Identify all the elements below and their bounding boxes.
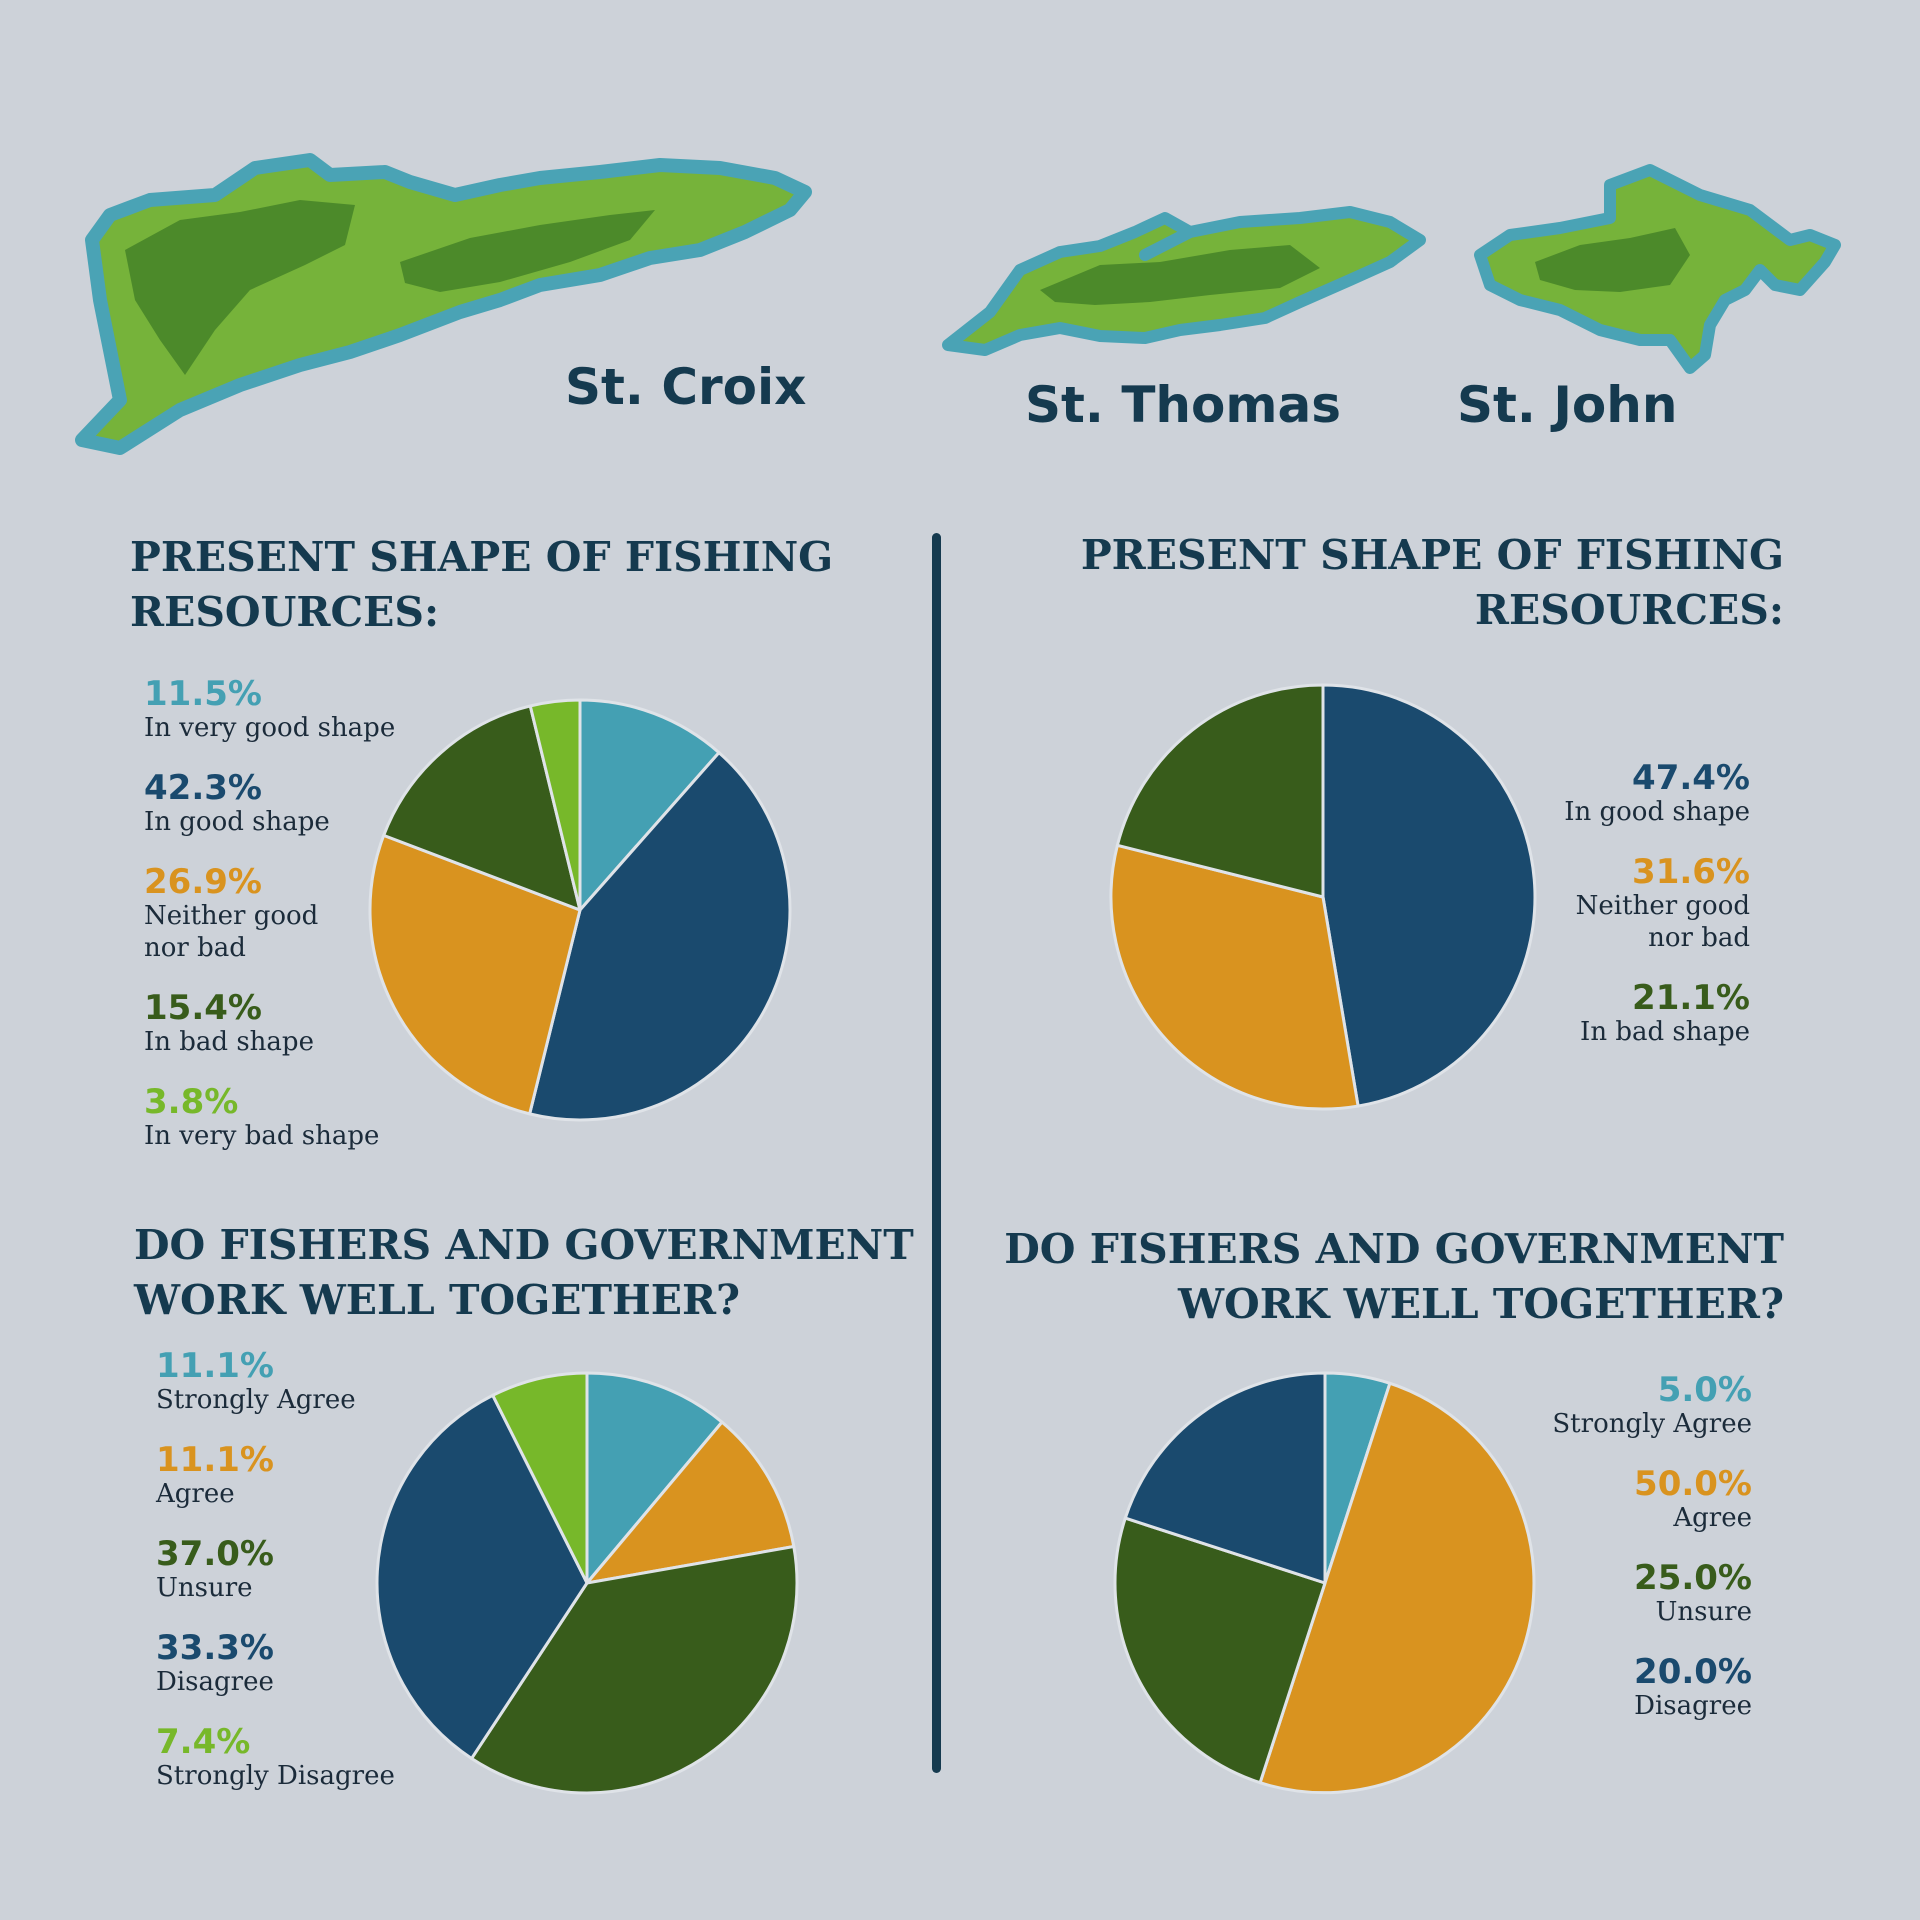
legend-item: 5.0% Strongly Agree: [1552, 1372, 1752, 1440]
st-thomas-label: St. Thomas: [1025, 376, 1341, 434]
chart-title-st-croix-cooperation: DO FISHERS AND GOVERNMENT WORK WELL TOGE…: [134, 1218, 914, 1328]
legend-item: 50.0% Agree: [1552, 1466, 1752, 1534]
pie-slice: [585, 1420, 796, 1585]
legend-label: In very bad shape: [144, 1121, 380, 1151]
legend-item: 11.5% In very good shape: [144, 676, 395, 744]
legend-item: 42.3% In good shape: [144, 770, 395, 838]
legend-percent: 5.0%: [1657, 1370, 1752, 1410]
pie-slice: [1123, 1371, 1327, 1585]
pie-slice: [1321, 683, 1537, 1108]
pie-slice: [491, 1371, 589, 1585]
legend-st-thomas-john-cooperation: 5.0% Strongly Agree 50.0% Agree 25.0% Unsure 2…: [1552, 1372, 1752, 1748]
pie-slice: [1115, 683, 1325, 899]
legend-item: 47.4% In good shape: [1564, 760, 1750, 828]
legend-label: In bad shape: [1580, 1017, 1750, 1047]
title-line: WORK WELL TOGETHER?: [1177, 1280, 1784, 1328]
st-croix-label: St. Croix: [565, 358, 807, 416]
legend-percent: 20.0%: [1634, 1652, 1752, 1692]
legend-label: In bad shape: [144, 1027, 314, 1057]
legend-item: 15.4% In bad shape: [144, 990, 395, 1058]
legend-percent: 15.4%: [144, 988, 262, 1028]
st-croix-map: [75, 153, 812, 455]
legend-label: Unsure: [156, 1573, 253, 1603]
legend-item: 26.9% Neither good nor bad: [144, 864, 395, 964]
legend-item: 31.6% Neither good nor bad: [1564, 854, 1750, 954]
legend-item: 37.0% Unsure: [156, 1536, 395, 1604]
title-line: PRESENT SHAPE OF FISHING: [130, 533, 834, 581]
pie-slice: [470, 1545, 799, 1795]
pie-slice: [528, 751, 792, 1122]
pie-slice: [1258, 1381, 1536, 1795]
column-divider: [932, 533, 941, 1773]
legend-st-croix-resources: 11.5% In very good shape 42.3% In good shap…: [144, 676, 395, 1178]
legend-percent: 11.1%: [156, 1346, 274, 1386]
pie-slice: [1109, 843, 1360, 1111]
legend-item: 21.1% In bad shape: [1564, 980, 1750, 1048]
legend-percent: 50.0%: [1634, 1464, 1752, 1504]
legend-label: In good shape: [144, 807, 330, 837]
legend-percent: 47.4%: [1632, 758, 1750, 798]
legend-label: Strongly Disagree: [156, 1761, 395, 1791]
islands-map: [75, 153, 1841, 455]
legend-label: Agree: [156, 1479, 235, 1509]
legend-label: Strongly Agree: [1552, 1409, 1752, 1439]
legend-percent: 31.6%: [1632, 852, 1750, 892]
chart-title-st-thomas-john-cooperation: DO FISHERS AND GOVERNMENT WORK WELL TOGE…: [1004, 1222, 1784, 1332]
legend-label: Neither good nor bad: [144, 901, 319, 963]
legend-percent: 25.0%: [1634, 1558, 1752, 1598]
legend-item: 25.0% Unsure: [1552, 1560, 1752, 1628]
legend-label: Agree: [1673, 1503, 1752, 1533]
pie-slice: [578, 698, 721, 912]
legend-percent: 11.5%: [144, 674, 262, 714]
legend-label: Disagree: [1634, 1691, 1752, 1721]
legend-st-thomas-john-resources: 47.4% In good shape 31.6% Neither good nor …: [1564, 760, 1750, 1074]
legend-item: 33.3% Disagree: [156, 1630, 395, 1698]
pie-slice: [368, 833, 582, 1116]
pie-slice: [375, 1393, 589, 1760]
legend-percent: 11.1%: [156, 1440, 274, 1480]
pie-slice: [585, 1371, 724, 1585]
legend-percent: 3.8%: [144, 1082, 239, 1122]
title-line: DO FISHERS AND GOVERNMENT: [134, 1221, 914, 1269]
legend-item: 20.0% Disagree: [1552, 1654, 1752, 1722]
chart-title-st-thomas-john-resources: PRESENT SHAPE OF FISHING RESOURCES:: [1081, 528, 1784, 638]
legend-label: Neither good nor bad: [1575, 891, 1750, 953]
legend-item: 7.4% Strongly Disagree: [156, 1724, 395, 1792]
legend-label: Unsure: [1655, 1597, 1752, 1627]
pie-slice: [382, 704, 582, 912]
legend-label: In very good shape: [144, 713, 396, 743]
st-thomas-map: [942, 206, 1426, 356]
legend-st-croix-cooperation: 11.1% Strongly Agree 11.1% Agree 37.0% Unsure…: [156, 1348, 395, 1818]
legend-percent: 33.3%: [156, 1628, 274, 1668]
legend-percent: 21.1%: [1632, 978, 1750, 1018]
pie-slice: [528, 698, 582, 912]
pie-slice: [1113, 1516, 1327, 1785]
legend-percent: 26.9%: [144, 862, 262, 902]
chart-title-st-croix-resources: PRESENT SHAPE OF FISHING RESOURCES:: [130, 530, 833, 640]
title-line: DO FISHERS AND GOVERNMENT: [1004, 1225, 1784, 1273]
legend-item: 3.8% In very bad shape: [144, 1084, 395, 1152]
title-line: WORK WELL TOGETHER?: [134, 1276, 741, 1324]
legend-label: Disagree: [156, 1667, 274, 1697]
legend-percent: 7.4%: [156, 1722, 251, 1762]
title-line: PRESENT SHAPE OF FISHING: [1080, 531, 1784, 579]
st-john-map: [1474, 164, 1841, 374]
legend-label: Strongly Agree: [156, 1385, 356, 1415]
legend-label: In good shape: [1564, 797, 1750, 827]
legend-item: 11.1% Strongly Agree: [156, 1348, 395, 1416]
legend-item: 11.1% Agree: [156, 1442, 395, 1510]
legend-percent: 42.3%: [144, 768, 262, 808]
title-line: RESOURCES:: [1474, 586, 1784, 634]
title-line: RESOURCES:: [130, 588, 440, 636]
st-john-label: St. John: [1457, 376, 1678, 434]
legend-percent: 37.0%: [156, 1534, 274, 1574]
